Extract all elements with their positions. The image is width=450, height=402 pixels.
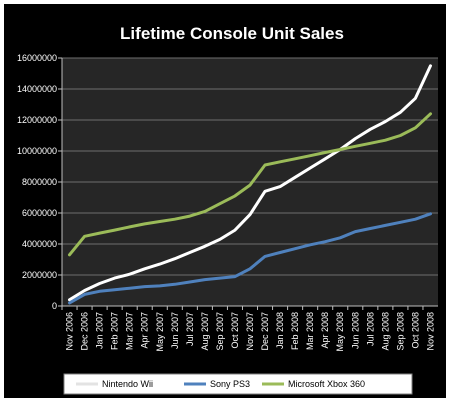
y-tick-label: 6000000: [22, 208, 57, 218]
x-tick-label: Aug 2007: [200, 312, 210, 351]
series-line-microsoft-xbox-360: [68, 112, 432, 257]
y-tick-label: 12000000: [17, 115, 57, 125]
series-lines: [68, 64, 432, 305]
y-tick-label: 14000000: [17, 84, 57, 94]
y-tick-label: 10000000: [17, 146, 57, 156]
x-tick-label: Mar 2007: [125, 312, 135, 350]
legend: Nintendo Wii Sony PS3 Microsoft Xbox 360: [63, 373, 413, 395]
x-tick-label: Nov 2008: [425, 312, 435, 351]
y-axis-labels: 0 2000000 4000000 6000000 8000000 10000000 120…: [17, 53, 57, 311]
x-tick-label: Apr 2007: [140, 312, 150, 349]
y-tick-label: 0: [52, 301, 57, 311]
x-tick-label: Sep 2008: [395, 312, 405, 351]
y-tick-label: 8000000: [22, 177, 57, 187]
x-tick-label: Dec 2007: [260, 312, 270, 351]
x-tick-label: Nov 2006: [65, 312, 75, 351]
x-tick-label: Feb 2008: [290, 312, 300, 350]
x-tick-label: Mar 2008: [305, 312, 315, 350]
x-tick-label: Oct 2007: [230, 312, 240, 349]
x-tick-label: Oct 2008: [410, 312, 420, 349]
x-tick-label: Jan 2007: [95, 312, 105, 349]
x-tick-label: Sep 2007: [215, 312, 225, 351]
y-tick-label: 2000000: [22, 270, 57, 280]
x-tick-label: Jan 2008: [275, 312, 285, 349]
x-tick-label: Feb 2007: [110, 312, 120, 350]
chart-title: Lifetime Console Unit Sales: [120, 24, 344, 43]
x-tick-label: Dec 2006: [80, 312, 90, 351]
x-tick-label: May 2007: [155, 312, 165, 352]
x-tick-label: Apr 2008: [320, 312, 330, 349]
x-tick-label: Jul 2007: [185, 312, 195, 346]
legend-label-sony-ps3: Sony PS3: [210, 379, 250, 389]
x-axis-labels: Nov 2006 Dec 2006 Jan 2007 Feb 2007 Mar 2007…: [65, 312, 436, 352]
x-tick-label: Nov 2007: [245, 312, 255, 351]
x-tick-label: Jun 2008: [350, 312, 360, 349]
x-tick-label: Jun 2007: [170, 312, 180, 349]
x-tick-label: May 2008: [335, 312, 345, 352]
legend-label-nintendo-wii: Nintendo Wii: [102, 379, 153, 389]
legend-label-microsoft-xbox-360: Microsoft Xbox 360: [288, 379, 365, 389]
series-line-nintendo-wii: [68, 64, 432, 302]
legend-box: [63, 373, 413, 395]
x-tick-label: Aug 2008: [380, 312, 390, 351]
y-tick-label: 16000000: [17, 53, 57, 63]
x-tick-label: Jul 2008: [365, 312, 375, 346]
y-tick-label: 4000000: [22, 239, 57, 249]
series-line-sony-ps3: [68, 212, 432, 305]
